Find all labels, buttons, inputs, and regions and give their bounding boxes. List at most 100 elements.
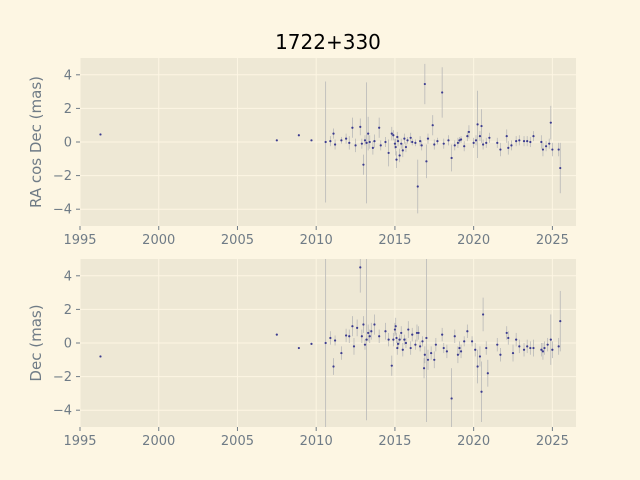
- data-point: [551, 148, 554, 151]
- data-point: [348, 141, 351, 144]
- data-point: [526, 140, 529, 143]
- data-point: [363, 139, 367, 142]
- x-tick-label: 2005: [221, 434, 254, 449]
- data-point: [332, 365, 335, 368]
- data-point: [546, 343, 549, 346]
- data-point: [395, 336, 398, 340]
- data-point: [458, 346, 461, 350]
- data-point: [387, 151, 390, 155]
- data-point: [549, 121, 552, 124]
- data-point: [441, 333, 444, 336]
- x-tick-label: 2020: [457, 233, 490, 248]
- data-point: [459, 350, 463, 353]
- y-tick-label: −2: [53, 370, 72, 385]
- data-point: [365, 141, 368, 144]
- data-point: [499, 353, 502, 356]
- data-point: [324, 341, 327, 345]
- data-point: [463, 145, 466, 148]
- data-point: [559, 166, 562, 170]
- data-point: [378, 335, 381, 338]
- data-point: [467, 130, 471, 134]
- data-point: [434, 343, 437, 346]
- data-point: [362, 163, 365, 166]
- data-point: [351, 126, 354, 129]
- data-point: [297, 346, 300, 350]
- data-point: [470, 340, 474, 343]
- data-point: [329, 140, 332, 143]
- data-point: [456, 141, 460, 144]
- data-point: [476, 123, 479, 126]
- data-point: [409, 346, 412, 350]
- data-point: [354, 144, 357, 147]
- data-point: [373, 140, 376, 143]
- data-point: [541, 350, 545, 353]
- data-point: [518, 345, 521, 348]
- y-tick-label: −2: [53, 169, 72, 184]
- data-point: [403, 137, 406, 140]
- data-point: [329, 336, 332, 340]
- data-point: [450, 156, 453, 160]
- data-point: [472, 141, 475, 144]
- data-point: [340, 351, 343, 355]
- data-point: [370, 330, 373, 333]
- x-tick-label: 1995: [63, 434, 96, 449]
- data-point: [367, 132, 370, 135]
- data-point: [99, 355, 102, 358]
- data-point: [551, 348, 554, 351]
- data-point: [360, 142, 363, 145]
- data-point: [430, 351, 433, 355]
- x-tick-label: 2025: [536, 233, 569, 248]
- data-point: [419, 140, 422, 143]
- data-point: [436, 140, 439, 143]
- data-point: [453, 335, 456, 338]
- data-point: [557, 345, 560, 348]
- data-point: [340, 139, 343, 142]
- y-axis-label: Dec (mas): [27, 304, 45, 381]
- data-point: [522, 348, 526, 351]
- data-point: [488, 136, 491, 139]
- x-tick-label: 2015: [378, 233, 411, 248]
- data-point: [442, 346, 445, 350]
- data-point: [394, 145, 397, 149]
- data-point: [543, 346, 546, 350]
- data-point: [431, 124, 434, 127]
- x-tick-label: 2005: [221, 233, 254, 248]
- dec-panel: 1995 2000 2005 2010 2015 2020 2025 −4 −2 0 2 4 Dec (…: [27, 259, 576, 449]
- data-point: [368, 140, 371, 144]
- data-point: [392, 338, 395, 341]
- data-point: [518, 139, 521, 142]
- y-tick-label: 4: [64, 68, 72, 83]
- data-point: [368, 335, 371, 338]
- data-point: [423, 82, 426, 86]
- data-point: [510, 144, 513, 147]
- data-point: [351, 325, 354, 328]
- y-tick-label: −4: [53, 404, 72, 419]
- data-point: [390, 364, 393, 367]
- data-point: [416, 185, 419, 188]
- data-point: [390, 132, 393, 135]
- data-point: [396, 346, 399, 350]
- data-point: [400, 331, 403, 335]
- data-point: [522, 140, 526, 143]
- y-tick-label: 0: [64, 337, 72, 352]
- ra-panel: 1995 2000 2005 2010 2015 2020 2025 −4 −2 0 2 4 RA co…: [27, 58, 576, 248]
- data-point: [394, 325, 397, 328]
- data-point: [425, 160, 428, 163]
- data-point: [481, 313, 485, 316]
- data-point: [384, 140, 387, 144]
- data-point: [529, 140, 532, 144]
- data-point: [345, 137, 348, 140]
- data-point: [398, 338, 401, 341]
- data-point: [453, 144, 456, 147]
- data-point: [421, 340, 424, 343]
- data-point: [420, 144, 423, 147]
- data-point: [433, 143, 436, 146]
- data-point: [549, 338, 552, 341]
- data-point: [559, 320, 562, 323]
- data-point: [365, 338, 368, 341]
- data-point: [423, 353, 426, 356]
- data-point: [404, 341, 408, 345]
- x-tick-label: 1995: [63, 233, 96, 248]
- data-point: [310, 342, 313, 345]
- data-point: [459, 138, 463, 141]
